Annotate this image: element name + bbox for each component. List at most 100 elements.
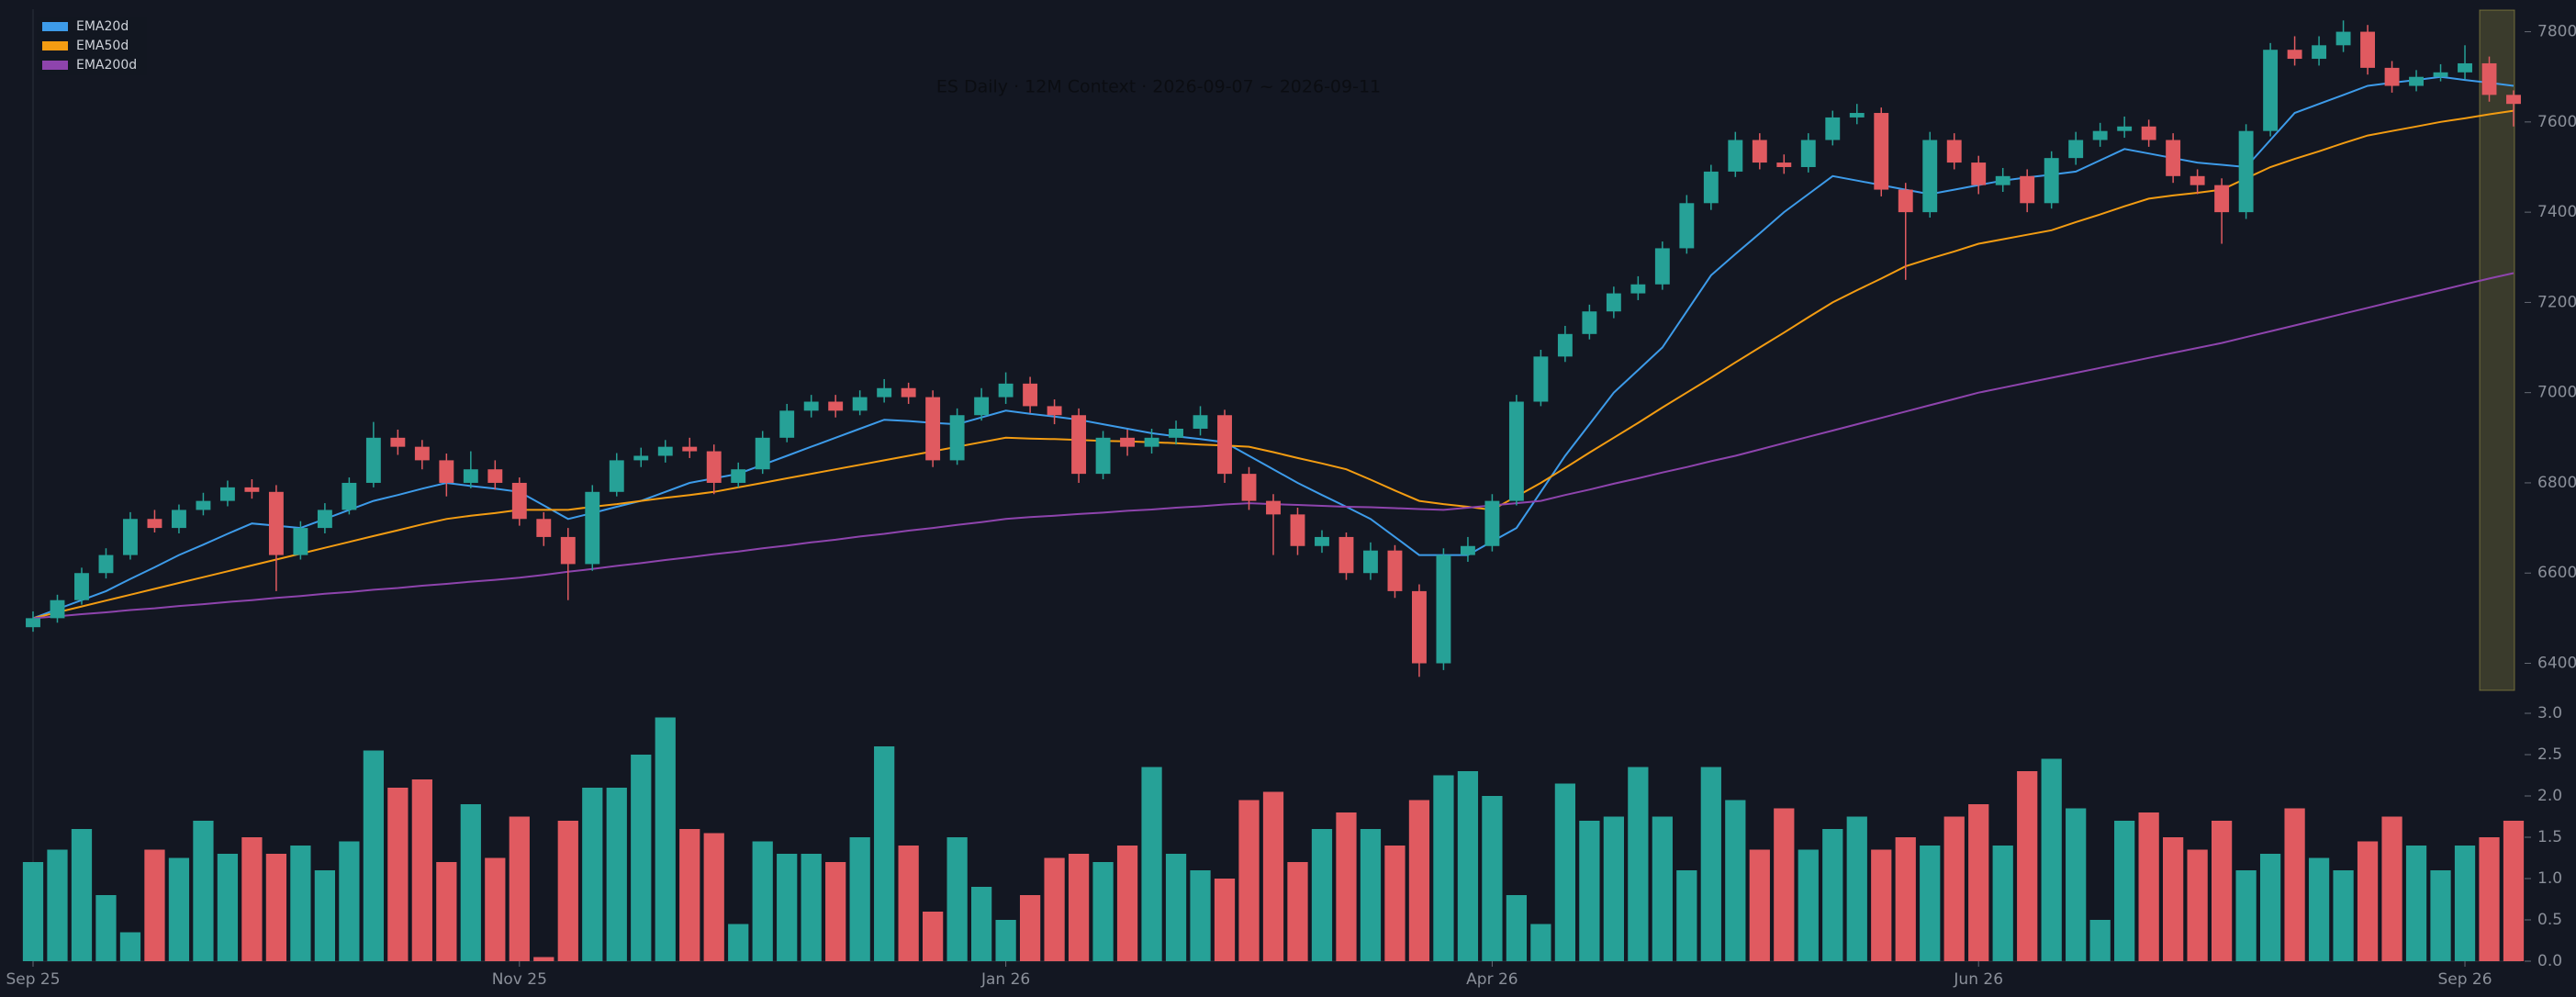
candle-body: [219, 487, 235, 501]
volume-bar: [2017, 771, 2038, 961]
volume-bar: [2479, 837, 2500, 961]
y2-tick-label: 1.5: [2537, 828, 2562, 846]
candle-body: [2141, 126, 2156, 140]
candle-body: [414, 446, 430, 461]
legend-label: EMA200d: [76, 58, 137, 73]
y2-tick-label: 2.5: [2537, 745, 2562, 764]
volume-bar: [1579, 821, 1600, 961]
volume-bar: [95, 895, 117, 961]
candle-body: [1703, 171, 1719, 204]
volume-bar: [1968, 804, 1989, 961]
volume-bar: [2284, 808, 2305, 961]
volume-bar: [2235, 870, 2257, 961]
volume-bar: [582, 788, 603, 961]
candle-body: [779, 410, 795, 438]
volume-bar: [825, 862, 846, 961]
volume-bar: [970, 887, 992, 961]
volume-bar: [2138, 812, 2159, 961]
candle-body: [2287, 50, 2302, 60]
volume-bar: [2357, 841, 2379, 961]
volume-bar: [728, 924, 749, 961]
volume-bar: [265, 854, 287, 961]
candle-body: [852, 397, 868, 411]
candle-body: [1411, 590, 1427, 664]
y2-tick-label: 0.0: [2537, 952, 2562, 970]
volume-bar: [1506, 895, 1528, 961]
volume-bar: [752, 841, 773, 961]
candle-body: [317, 510, 332, 529]
volume-bar: [1336, 812, 1357, 961]
chart-title: ES Daily · 12M Context · 2026-09-07 ~ 20…: [936, 77, 1381, 97]
volume-bar: [22, 862, 44, 961]
volume-bar: [119, 932, 141, 961]
volume-bar: [777, 854, 798, 961]
volume-bar: [144, 849, 165, 961]
candle-body: [1971, 162, 1987, 185]
volume-bar: [946, 837, 968, 961]
candle-body: [1874, 113, 1889, 190]
volume-bar: [168, 857, 190, 961]
y-tick-label: 6800: [2537, 474, 2576, 492]
volume-bar: [2381, 816, 2402, 961]
volume-bar: [314, 870, 336, 961]
candle-body: [731, 469, 746, 483]
volume-bar: [2066, 808, 2087, 961]
legend-swatch: [42, 41, 68, 50]
volume-bar: [874, 746, 895, 961]
y-tick-label: 7000: [2537, 384, 2576, 402]
candle-body: [755, 437, 770, 470]
candle-body: [511, 482, 527, 520]
volume-bar: [460, 804, 481, 961]
candle-body: [2458, 62, 2472, 73]
volume-bar: [1774, 808, 1795, 961]
candle-body: [26, 618, 40, 628]
volume-bar: [2211, 821, 2233, 961]
legend-label: EMA20d: [76, 19, 129, 34]
volume-bar: [1895, 837, 1916, 961]
volume-bar: [606, 788, 627, 961]
x-tick-label: Jun 26: [1953, 970, 2003, 989]
volume-bar: [2089, 920, 2111, 961]
volume-bar: [1433, 775, 1454, 961]
volume-bar: [193, 821, 214, 961]
volume-bar: [2430, 870, 2451, 961]
candle-body: [1995, 175, 2010, 185]
candle-body: [1776, 162, 1792, 167]
candle-body: [147, 519, 162, 529]
volume-bar: [1992, 846, 2013, 961]
volume-bar: [1262, 791, 1284, 961]
y2-tick-label: 2.0: [2537, 787, 2562, 805]
candle-body: [1023, 383, 1038, 407]
candle-body: [998, 383, 1014, 398]
volume-bar: [47, 849, 68, 961]
candle-body: [1606, 293, 1621, 312]
volume-bar: [71, 829, 93, 961]
candle-body: [1825, 117, 1841, 140]
x-tick-label: Sep 25: [6, 970, 60, 989]
candle-body: [74, 573, 89, 600]
candle-body: [2190, 175, 2205, 185]
volume-bar: [1822, 829, 1843, 961]
candle-body: [1630, 284, 1646, 294]
candle-body: [1654, 248, 1670, 285]
volume-bar: [1019, 895, 1041, 961]
volume-bar: [923, 912, 944, 961]
volume-bar: [436, 862, 457, 961]
candle-body: [2481, 62, 2497, 95]
candle-body: [1752, 140, 1767, 163]
volume-bar: [387, 788, 409, 961]
candle-body: [1946, 140, 1962, 163]
candle-body: [1728, 140, 1743, 172]
volume-bar: [2308, 857, 2330, 961]
volume-bar: [1554, 783, 1576, 961]
candle-body: [390, 437, 406, 447]
candle-body: [2117, 126, 2133, 131]
volume-bar: [2114, 821, 2135, 961]
candle-body: [2384, 67, 2400, 86]
volume-bar: [2454, 846, 2476, 961]
candle-body: [2335, 31, 2351, 46]
candle-body: [171, 510, 186, 529]
candle-body: [949, 415, 965, 461]
volume-bar: [1676, 870, 1697, 961]
candle-body: [1533, 356, 1549, 402]
